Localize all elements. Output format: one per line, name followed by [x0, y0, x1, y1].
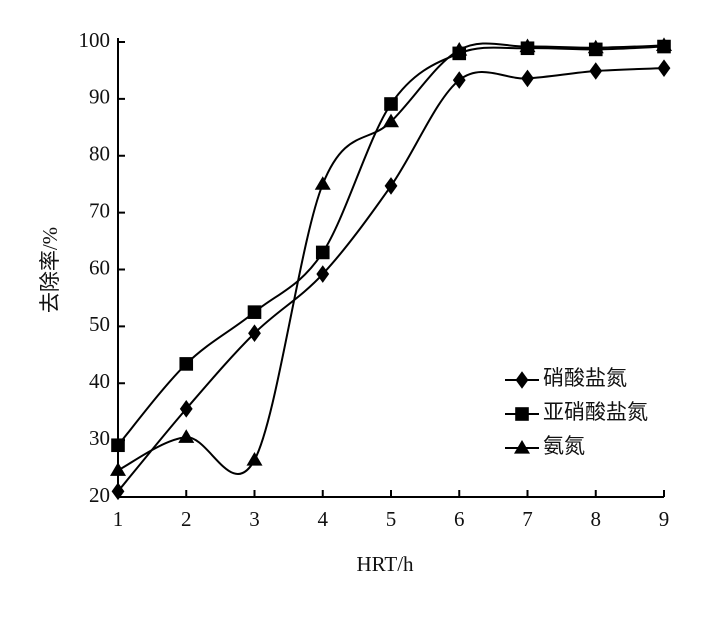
- y-tick-label: 50: [89, 312, 110, 336]
- legend-label: 亚硝酸盐氮: [543, 400, 648, 424]
- marker: [383, 113, 399, 128]
- x-tick-label: 2: [181, 507, 192, 531]
- x-tick-label: 3: [249, 507, 260, 531]
- marker: [179, 400, 193, 418]
- marker: [515, 407, 529, 421]
- marker: [452, 71, 466, 89]
- marker: [247, 305, 262, 319]
- y-tick-label: 20: [89, 483, 110, 507]
- marker: [451, 41, 468, 56]
- marker: [246, 452, 263, 466]
- marker: [179, 357, 194, 371]
- y-tick-label: 40: [89, 369, 110, 393]
- marker: [111, 482, 125, 501]
- legend-label: 氨氮: [543, 434, 585, 458]
- marker: [384, 97, 398, 111]
- x-tick-label: 9: [659, 507, 670, 531]
- marker: [384, 177, 398, 195]
- marker: [316, 265, 330, 283]
- series-line: [117, 42, 665, 476]
- y-tick-label: 60: [89, 255, 110, 279]
- marker: [110, 462, 126, 476]
- marker: [314, 176, 331, 190]
- marker: [111, 438, 125, 453]
- marker: [656, 37, 672, 52]
- y-tick-label: 90: [89, 85, 110, 109]
- marker: [519, 38, 536, 53]
- marker: [521, 69, 534, 88]
- marker: [657, 59, 671, 77]
- legend-label: 硝酸盐氮: [543, 366, 627, 390]
- x-tick-label: 8: [591, 507, 602, 531]
- y-tick-label: 80: [89, 142, 110, 166]
- y-tick-label: 70: [89, 198, 110, 222]
- marker: [589, 62, 603, 80]
- y-tick-label: 30: [89, 426, 110, 450]
- series-line: [117, 67, 665, 492]
- x-tick-label: 5: [386, 507, 397, 531]
- x-tick-label: 1: [113, 507, 124, 531]
- marker: [515, 371, 529, 389]
- y-tick-label: 100: [79, 28, 111, 52]
- x-tick-label: 7: [522, 507, 533, 531]
- y-axis-label: 去除率/%: [38, 227, 62, 313]
- series-line: [117, 45, 665, 446]
- x-tick-label: 6: [454, 507, 465, 531]
- marker: [178, 429, 195, 443]
- x-tick-label: 4: [318, 507, 329, 531]
- marker: [315, 245, 330, 260]
- marker: [514, 440, 530, 454]
- marker: [587, 39, 604, 54]
- marker: [248, 324, 261, 342]
- x-axis-label: HRT/h: [356, 552, 414, 576]
